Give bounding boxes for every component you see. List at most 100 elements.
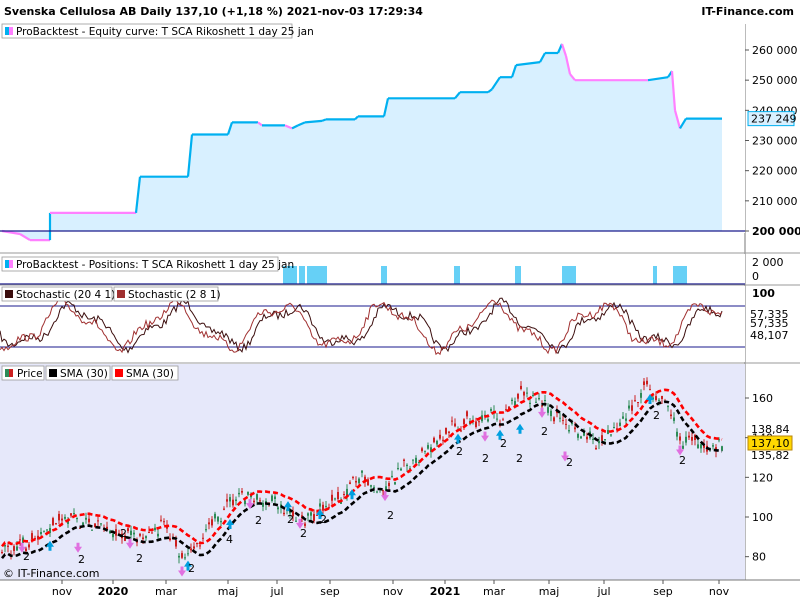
price-candle-body: [19, 539, 21, 541]
price-panel[interactable]: [0, 364, 745, 580]
price-candle-body: [517, 394, 519, 399]
price-candle-body: [427, 445, 429, 449]
stochastic-legend-a-swatch: [5, 290, 13, 298]
signal-count-label: 2: [23, 550, 30, 563]
equity-curve-segment: [454, 91, 461, 99]
equity-curve-segment: [297, 121, 306, 127]
price-candle-body: [694, 434, 696, 440]
price-candle-body: [61, 518, 63, 521]
equity-curve-segment: [382, 98, 390, 117]
price-candle-body: [673, 417, 675, 421]
equity-curve-segment: [556, 43, 564, 54]
price-candle-body: [205, 529, 207, 531]
sell-arrow-icon: [381, 491, 389, 502]
equity-curve-segment: [226, 122, 234, 135]
price-candle-body: [358, 478, 360, 484]
price-candle-body: [154, 527, 156, 531]
sma-red-legend[interactable]: [111, 365, 179, 381]
price-candle-body: [529, 402, 531, 404]
title-bar: Svenska Cellulosa AB Daily 137,10 (+1,18…: [0, 0, 800, 24]
sell-arrow-icon: [126, 538, 134, 549]
equity-curve-segment: [679, 118, 687, 129]
price-candle-body: [448, 431, 450, 433]
price-candle-body: [352, 477, 354, 479]
time-axis-label: sep: [320, 585, 339, 598]
price-candle-body: [514, 401, 516, 406]
signal-count-label: 4: [226, 533, 233, 546]
price-candle-body: [640, 393, 642, 398]
equity-curve-segment: [491, 76, 501, 90]
stochastic-legend-b-swatch: [117, 290, 125, 298]
equity-curve-segment: [670, 71, 677, 111]
price-candle-body: [46, 529, 48, 531]
price-candle-body: [292, 511, 294, 517]
price-candle-body: [4, 544, 6, 547]
price-candle-body: [460, 430, 462, 432]
price-candle-body: [700, 444, 702, 449]
equity-curve-segment: [284, 124, 293, 130]
positions-legend[interactable]: [1, 256, 279, 272]
time-axis-label: jul: [596, 585, 610, 598]
time-axis-label: maj: [539, 585, 560, 598]
equity-curve-segment: [510, 64, 518, 78]
price-candle-body: [583, 431, 585, 436]
chart-title: Svenska Cellulosa AB Daily 137,10 (+1,18…: [4, 5, 423, 18]
price-candle-body: [622, 416, 624, 419]
sma-black-line: [0, 400, 723, 560]
price-candle-body: [655, 396, 657, 400]
equity-curve-segment: [291, 124, 299, 130]
stochastic-legend-a[interactable]: [1, 286, 113, 302]
sma-black-legend[interactable]: [45, 365, 111, 381]
price-candle-body: [691, 437, 693, 441]
equity-curve-segment: [304, 119, 323, 124]
price-candle-body: [334, 498, 336, 500]
equity-tick-label: 230 000: [752, 135, 798, 148]
price-candle-body: [604, 439, 606, 441]
time-axis[interactable]: [0, 580, 800, 600]
equity-curve-segment: [134, 176, 142, 214]
price-candle-body: [355, 481, 357, 483]
equity-curve-segment: [515, 61, 541, 67]
equity-legend[interactable]: [1, 23, 293, 39]
price-candle-body: [64, 516, 66, 519]
price-candle-body: [346, 488, 348, 497]
price-candle-body: [349, 482, 351, 484]
equity-curve-segment: [564, 55, 572, 75]
price-candle-body: [130, 530, 132, 535]
equity-tick-label: 250 000: [752, 74, 798, 87]
price-candle-body: [601, 435, 603, 441]
signal-count-label: 2: [300, 527, 307, 540]
price-candle-body: [124, 535, 126, 541]
price-candle-body: [682, 445, 684, 449]
price-candle-body: [535, 401, 537, 403]
price-candle-body: [85, 517, 87, 520]
price-candle-body: [256, 494, 258, 500]
price-candle-body: [202, 537, 204, 539]
price-candle-body: [82, 522, 84, 526]
price-candle-body: [607, 430, 609, 434]
price-candle-body: [301, 515, 303, 519]
sma-red-line: [0, 388, 723, 548]
equity-legend-swatch-a: [5, 27, 9, 35]
price-candle-body: [214, 513, 216, 519]
price-candle-body: [226, 499, 228, 502]
price-candle-body: [220, 521, 222, 523]
price-candle-body: [370, 485, 372, 487]
time-axis-label: nov: [52, 585, 73, 598]
price-candle-body: [367, 479, 369, 486]
price-candle-body: [100, 523, 102, 525]
price-candle-body: [619, 422, 621, 426]
price-candle-body: [652, 397, 654, 400]
price-candle-body: [403, 459, 405, 461]
stochastic-legend-b[interactable]: [113, 286, 219, 302]
price-candle-body: [412, 459, 414, 461]
price-candle-body: [1, 552, 3, 553]
price-candle-body: [721, 446, 723, 451]
price-candle-body: [76, 517, 78, 520]
sell-arrow-icon: [561, 451, 569, 462]
price-candle-body: [598, 441, 600, 444]
time-axis-label: maj: [218, 585, 239, 598]
price-candle-body: [178, 555, 180, 558]
price-candle-body: [613, 427, 615, 428]
